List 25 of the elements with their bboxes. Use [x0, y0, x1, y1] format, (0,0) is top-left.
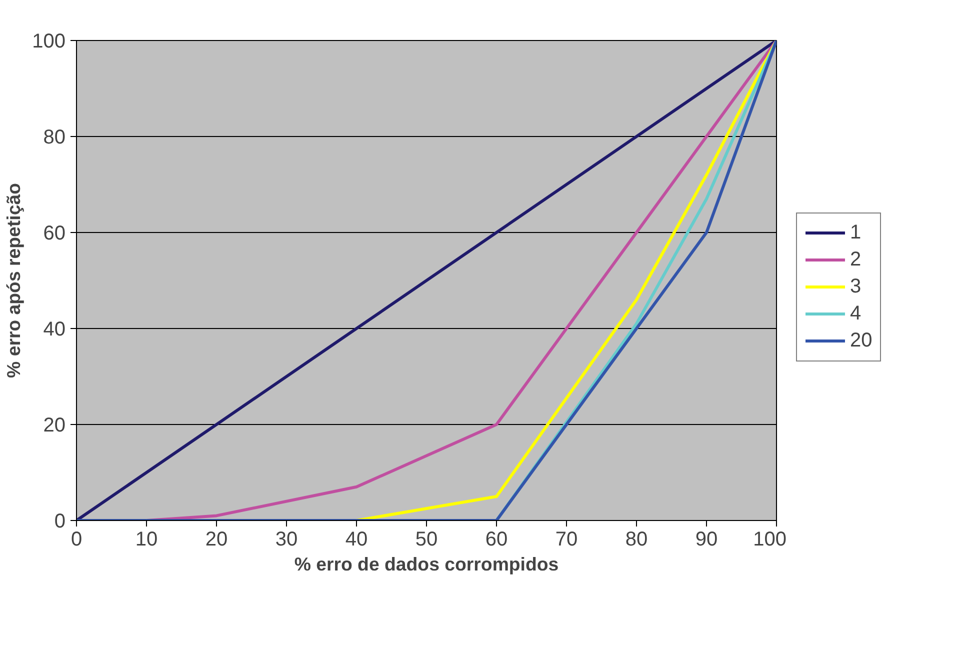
y-tick-label: 0 [54, 510, 66, 532]
legend-label: 4 [850, 302, 862, 325]
legend-label: 20 [850, 329, 872, 352]
x-tick-label: 20 [205, 528, 228, 550]
line-series [355, 40, 776, 520]
y-axis-title: % erro após repetição [3, 183, 24, 378]
x-tick-label: 40 [345, 528, 368, 550]
x-tick-label: 70 [555, 528, 578, 550]
x-tick-label: 30 [275, 528, 298, 550]
y-tick-label: 60 [43, 222, 66, 244]
y-tick-label: 100 [32, 30, 66, 52]
y-tick-label: 80 [43, 126, 66, 148]
x-tick-label: 10 [135, 528, 158, 550]
x-tick-label: 90 [695, 528, 718, 550]
x-tick-label: 0 [70, 528, 82, 550]
x-tick-label: 50 [415, 528, 438, 550]
y-tick-label: 20 [43, 414, 66, 436]
y-tick-label: 40 [43, 318, 66, 340]
x-tick-label: 100 [753, 528, 787, 550]
legend-label: 1 [850, 221, 862, 244]
legend-label: 2 [850, 248, 862, 271]
x-tick-label: 80 [625, 528, 648, 550]
x-tick-label: 60 [485, 528, 508, 550]
x-axis-title: % erro de dados corrompidos [294, 554, 559, 574]
legend-label: 3 [850, 275, 862, 298]
